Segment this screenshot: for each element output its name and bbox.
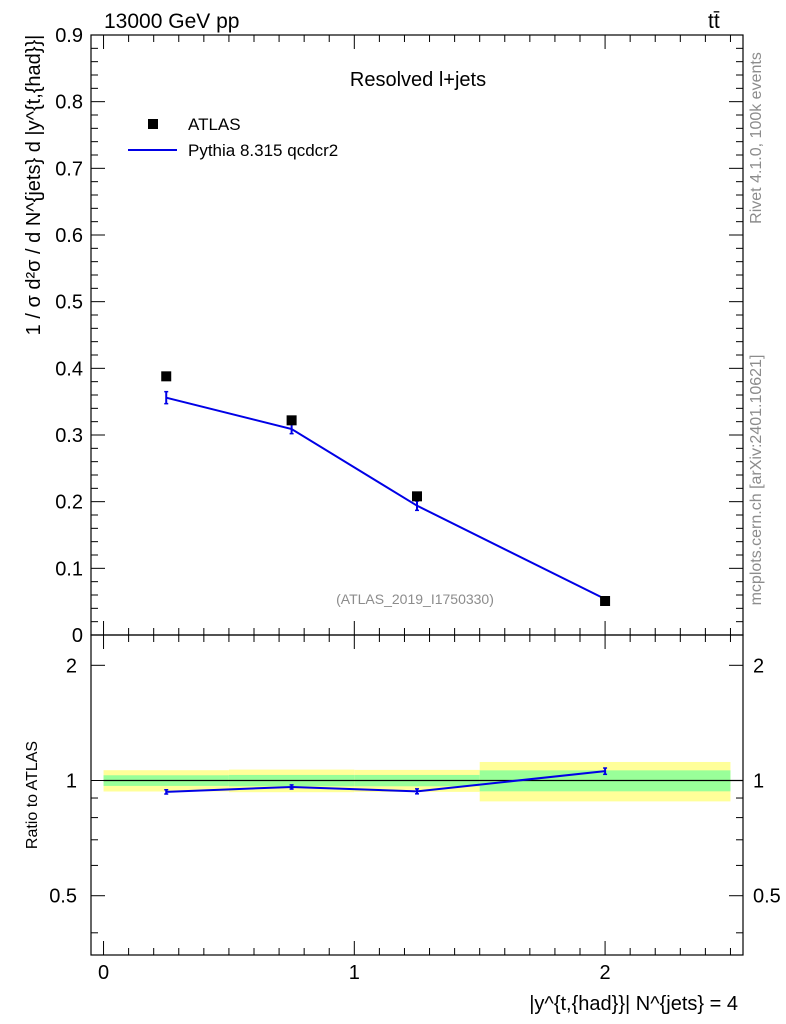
legend-label-atlas: ATLAS — [188, 115, 241, 134]
data-point — [600, 596, 611, 606]
main-y-tick-label: 0.4 — [55, 358, 83, 380]
energy-label: 13000 GeV pp — [104, 10, 239, 33]
data-point — [161, 371, 172, 382]
x-tick-label: 2 — [600, 962, 611, 984]
data-point — [286, 415, 297, 426]
mcplots-label: mcplots.cern.ch [arXiv:2401.10621] — [748, 355, 765, 606]
main-y-tick-label: 0 — [72, 625, 83, 647]
main-y-tick-label: 0.9 — [55, 25, 83, 47]
ratio-y-tick-label-left: 0.5 — [49, 886, 77, 908]
main-y-tick-label: 0.8 — [55, 92, 83, 114]
ratio-y-tick-label-left: 1 — [66, 771, 77, 793]
x-tick-label: 1 — [349, 962, 360, 984]
analysis-label: (ATLAS_2019_I1750330) — [336, 591, 494, 607]
legend-label-pythia: Pythia 8.315 qcdcr2 — [188, 141, 338, 160]
main-y-tick-label: 0.6 — [55, 225, 83, 247]
ratio-y-tick-label-right: 2 — [753, 655, 764, 677]
mc-ratio-line — [166, 770, 606, 793]
x-tick-label: 0 — [98, 962, 109, 984]
rivet-label: Rivet 4.1.0, 100k events — [748, 52, 765, 224]
x-axis-label: |y^{t,{had}}| N^{jets} = 4 — [529, 993, 738, 1015]
data-point — [412, 491, 422, 502]
ratio-y-tick-label-right: 1 — [753, 771, 764, 793]
process-label: tt̄ — [708, 10, 720, 33]
ratio-y-tick-label-left: 2 — [66, 655, 77, 677]
ratio-panel-frame — [90, 634, 744, 956]
main-y-axis-label: 1 / σ d²σ / d N^{jets} d |y^{t,{had}}| — [23, 35, 45, 336]
main-y-tick-label: 0.1 — [55, 558, 83, 580]
mc-line-main — [165, 396, 606, 600]
ratio-y-axis-label: Ratio to ATLAS — [24, 741, 41, 849]
main-y-tick-label: 0.3 — [55, 425, 83, 447]
main-title: Resolved l+jets — [350, 69, 486, 91]
main-y-tick-label: 0.7 — [55, 158, 83, 180]
main-y-tick-label: 0.2 — [55, 492, 83, 514]
ratio-y-tick-label-right: 0.5 — [753, 886, 781, 908]
main-y-tick-label: 0.5 — [55, 292, 83, 314]
legend-marker-atlas — [148, 119, 158, 129]
